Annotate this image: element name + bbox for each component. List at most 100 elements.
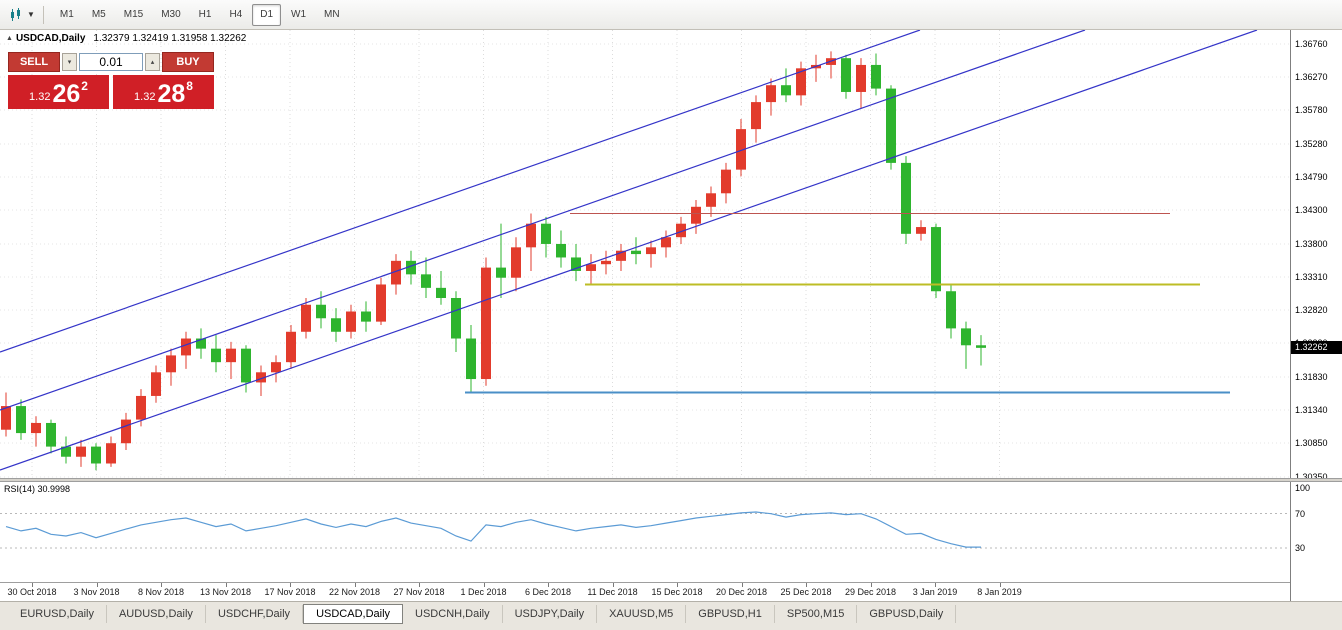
grid-layer <box>0 30 1290 478</box>
date-label: 6 Dec 2018 <box>524 587 572 597</box>
candle-body <box>676 223 686 238</box>
price-tick-label: 1.36760 <box>1295 39 1328 49</box>
price-tick-label: 1.36270 <box>1295 72 1328 83</box>
timeframe-button-m1[interactable]: M1 <box>59 9 74 20</box>
rsi-level-label: 100 <box>1295 483 1311 493</box>
time-axis-tick <box>290 583 291 587</box>
ohlc-values: 1.32379 1.32419 1.31958 1.32262 <box>93 33 247 44</box>
candle-body <box>241 348 251 383</box>
candle-body <box>91 446 101 464</box>
time-axis-tick <box>677 583 678 587</box>
candle-body <box>61 446 71 457</box>
chart-tab-eurusd-daily[interactable]: EURUSD,Daily <box>8 605 107 623</box>
candle-body <box>661 237 671 248</box>
candle-body <box>466 338 476 380</box>
candle-body <box>781 85 791 96</box>
time-axis-tick <box>612 583 614 587</box>
candlestick-chart[interactable] <box>0 30 1290 478</box>
candle-body <box>421 274 431 288</box>
candle-body <box>46 422 56 447</box>
timeframe-button-h4[interactable]: H4 <box>229 9 243 20</box>
timeframe-button-w1[interactable]: W1 <box>291 9 307 20</box>
timeframe-button-m5[interactable]: M5 <box>91 9 106 20</box>
candle-body <box>286 331 296 363</box>
candle-body <box>106 443 116 464</box>
candle-body <box>706 193 716 207</box>
candle-body <box>916 227 926 234</box>
date-label: 17 Nov 2018 <box>264 587 316 597</box>
sell-price-box[interactable]: 1.32 26 2 <box>8 75 109 109</box>
buy-price-prefix: 1.32 <box>134 91 156 103</box>
candle-body <box>316 304 326 319</box>
candle-body <box>271 362 281 373</box>
lot-decrease-button[interactable]: ▾ <box>62 53 77 71</box>
chart-area[interactable]: ▲ USDCAD,Daily 1.32379 1.32419 1.31958 1.3… <box>0 30 1290 478</box>
time-axis-tick <box>161 583 162 587</box>
chart-tab-bar: EURUSD,Daily AUDUSD,Daily USDCHF,Daily USDC… <box>0 601 1342 630</box>
chart-tab-usdcad-daily[interactable]: USDCAD,Daily <box>303 604 404 624</box>
candle-body <box>76 446 86 457</box>
candle-body <box>796 68 806 96</box>
candle-body <box>301 304 311 332</box>
time-axis-tick <box>999 583 1001 587</box>
timeframe-button-h1[interactable]: H1 <box>198 9 212 20</box>
panel-splitter[interactable] <box>0 478 1342 482</box>
timeframe-button-m15[interactable]: M15 <box>123 9 144 20</box>
rsi-panel[interactable]: RSI(14) 30.9998 <box>0 482 1290 582</box>
price-tick-label: 1.33310 <box>1295 272 1328 283</box>
price-tick-label: 1.30350 <box>1295 472 1328 482</box>
price-axis[interactable]: 1.36760 1.36270 1.35780 1.35280 1.34790 1.343… <box>1290 30 1342 601</box>
lot-increase-button[interactable]: ▴ <box>145 53 160 71</box>
time-axis-tick <box>548 583 549 587</box>
sell-button[interactable]: SELL <box>8 52 60 72</box>
candle-body <box>721 169 731 194</box>
chart-tab-usdjpy-daily[interactable]: USDJPY,Daily <box>503 605 598 623</box>
date-label: 22 Nov 2018 <box>328 587 381 597</box>
timeframe-button-m30[interactable]: M30 <box>161 9 181 20</box>
toolbar-separator <box>42 5 44 24</box>
sell-price-sup: 2 <box>81 79 88 93</box>
rsi-chart <box>0 511 1290 549</box>
chart-tab-audusd-daily[interactable]: AUDUSD,Daily <box>107 605 206 623</box>
time-axis-tick <box>225 583 227 587</box>
candle-body <box>736 129 746 170</box>
chart-title: ▲ USDCAD,Daily 1.32379 1.32419 1.31958 1.3… <box>6 33 246 44</box>
candle-body <box>961 328 971 346</box>
buy-price-sup: 8 <box>186 79 193 93</box>
date-label: 3 Jan 2019 <box>912 587 958 597</box>
chart-tab-usdcnh-daily[interactable]: USDCNH,Daily <box>403 605 503 623</box>
buy-price-box[interactable]: 1.32 28 8 <box>113 75 214 109</box>
price-tick-label: 1.31830 <box>1295 372 1328 383</box>
price-tick-label: 1.35780 <box>1295 105 1328 116</box>
candle-body <box>571 257 581 271</box>
candle-body <box>931 227 941 292</box>
candle-body <box>136 395 146 420</box>
chart-tab-gbpusd-daily[interactable]: GBPUSD,Daily <box>857 605 957 623</box>
chart-type-icon[interactable]: ▼ <box>5 6 39 24</box>
chart-tab-usdchf-daily[interactable]: USDCHF,Daily <box>206 605 304 623</box>
rsi-indicator-label: RSI(14) 30.9998 <box>4 484 71 494</box>
candle-body <box>376 284 386 322</box>
timeframe-button-mn[interactable]: MN <box>324 9 340 20</box>
buy-button[interactable]: BUY <box>162 52 214 72</box>
candle-body <box>436 287 446 298</box>
chart-tab-xauusd-m5[interactable]: XAUUSD,M5 <box>597 605 687 623</box>
sell-price-prefix: 1.32 <box>29 91 51 103</box>
candle-body <box>586 264 596 271</box>
toolbar: ▼ M1 M5 M15 M30 H1 H4 D1 W1 MN <box>0 0 1342 30</box>
current-price-tag: 1.32262 <box>1291 340 1342 354</box>
lot-size-input[interactable] <box>79 53 143 71</box>
time-axis-tick <box>741 583 743 587</box>
candle-body <box>841 58 851 92</box>
time-axis-tick <box>96 583 98 587</box>
candle-body <box>856 64 866 92</box>
time-axis-tick <box>419 583 420 587</box>
price-tick-label: 1.35280 <box>1295 138 1328 149</box>
candle-body <box>451 297 461 339</box>
timeframe-button-d1[interactable]: D1 <box>252 3 282 26</box>
chart-tab-sp500-m15[interactable]: SP500,M15 <box>775 605 858 623</box>
candle-body <box>166 355 176 373</box>
chart-tab-gbpusd-h1[interactable]: GBPUSD,H1 <box>686 605 775 623</box>
candle-body <box>511 247 521 278</box>
time-axis[interactable]: 30 Oct 2018 3 Nov 2018 8 Nov 2018 13 Nov 20… <box>0 583 1290 601</box>
